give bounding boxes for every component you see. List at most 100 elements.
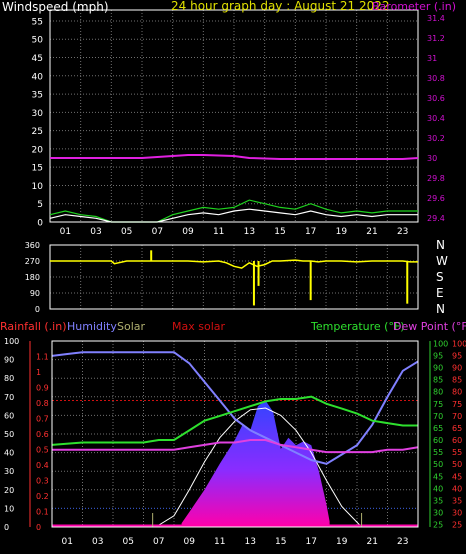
windspeed-tick-label: 10	[32, 182, 44, 192]
dew-point-tick-label: 95	[452, 351, 462, 360]
barometer-tick-label: 29.6	[427, 194, 445, 203]
hour-tick-label: 17	[305, 227, 316, 237]
dew-point-tick-label: 80	[452, 388, 462, 397]
hour-tick-label: 11	[213, 227, 224, 237]
temperature-legend-label: Temperature (°F)	[310, 320, 405, 333]
rainfall-tick-label: 0.2	[36, 492, 49, 501]
rainfall-tick-label: 0.7	[36, 415, 49, 424]
hour-tick-label: 19	[336, 227, 348, 237]
humidity-tick-label: 20	[4, 486, 14, 495]
direction-tick-label: 0	[35, 305, 40, 314]
top-panel-grid	[50, 10, 418, 222]
top-hour-tick-labels: 01 03 05 07 09 11 13 15 17 19 21 23	[60, 227, 409, 237]
top-panel-frame	[49, 9, 419, 223]
barometer-tick-label: 29.8	[427, 174, 445, 183]
barometer-tick-label: 31.2	[427, 34, 445, 43]
compass-n-top: N	[436, 238, 445, 252]
hour-tick-label: 01	[62, 537, 73, 547]
direction-tick-label: 180	[25, 273, 40, 282]
windspeed-tick-label: 5	[37, 200, 43, 210]
temperature-tick-label: 65	[433, 424, 443, 433]
temperature-line	[52, 395, 418, 446]
dew-point-tick-label: 55	[452, 448, 462, 457]
direction-panel-grid	[50, 245, 418, 309]
rainfall-tick-label: 0.8	[36, 399, 49, 408]
dew-point-tick-label: 70	[452, 412, 462, 421]
hour-tick-label: 17	[306, 537, 317, 547]
rainfall-legend-label: Rainfall (.in)	[0, 320, 67, 333]
dew-point-tick-label: 85	[452, 376, 462, 385]
dew-point-tick-label: 100	[452, 339, 466, 348]
temperature-tick-labels: 25 25 30 30 35 35 40 40 45 45 50 50 55 55 60 60 65 65 70 70…	[433, 339, 466, 529]
barometer-tick-label: 30.4	[427, 114, 445, 123]
solar-area	[181, 400, 330, 527]
windspeed-line	[49, 208, 418, 223]
hour-tick-label: 15	[274, 227, 285, 237]
hour-tick-label: 05	[123, 537, 134, 547]
compass-s: S	[436, 270, 444, 284]
compass-n-bottom: N	[436, 302, 445, 316]
rainfall-tick-label: 0.9	[36, 384, 49, 393]
temperature-tick-label: 30	[433, 509, 443, 518]
compass-e: E	[436, 286, 444, 300]
temperature-tick-label: 50	[433, 460, 443, 469]
barometer-tick-label: 30.6	[427, 94, 445, 103]
hour-tick-label: 03	[92, 537, 103, 547]
temperature-tick-label: 80	[433, 388, 443, 397]
dew-point-tick-label: 50	[452, 460, 462, 469]
dew-point-tick-label: 35	[452, 496, 462, 505]
humidity-tick-label: 100	[4, 337, 19, 346]
barometer-axis-label: Barometer (.in)	[372, 0, 456, 13]
windspeed-tick-label: 0	[37, 219, 43, 229]
humidity-tick-label: 40	[4, 449, 14, 458]
direction-series	[50, 250, 418, 306]
hour-tick-label: 03	[90, 227, 101, 237]
compass-labels: N W S E N	[436, 238, 448, 316]
hour-tick-label: 19	[336, 537, 348, 547]
hour-tick-label: 09	[182, 227, 194, 237]
rainfall-tick-label: 0.3	[36, 477, 49, 486]
hour-tick-label: 05	[121, 227, 132, 237]
chart-title: 24 hour graph day : August 21 2022	[171, 0, 390, 13]
bottom-panel-frame	[51, 340, 419, 528]
hour-tick-label: 07	[153, 537, 164, 547]
direction-tick-label: 270	[25, 257, 40, 266]
hour-tick-label: 01	[60, 227, 71, 237]
dew-point-tick-label: 45	[452, 472, 462, 481]
max-solar-curve	[155, 407, 362, 527]
direction-tick-labels: 0 90 180 270 360	[25, 241, 40, 314]
windspeed-tick-label: 55	[32, 17, 43, 27]
barometer-tick-label: 30.8	[427, 74, 445, 83]
direction-panel-frame	[49, 244, 419, 310]
humidity-tick-label: 10	[4, 504, 14, 513]
humidity-tick-label: 0	[4, 523, 9, 532]
dew-point-tick-label: 25	[452, 521, 462, 530]
dew-point-tick-label: 60	[452, 436, 462, 445]
rainfall-tick-labels: 0 0.1 0.2 0.3 0.4 0.5 0.6 0.7 0.8 0.9 1 1.1	[36, 353, 49, 533]
windspeed-tick-label: 20	[32, 145, 44, 155]
hour-tick-label: 07	[152, 227, 163, 237]
temperature-tick-label: 85	[433, 376, 443, 385]
barometer-tick-label: 30	[427, 154, 437, 163]
hour-tick-label: 09	[184, 537, 196, 547]
hour-tick-label: 15	[275, 537, 286, 547]
max-solar-legend-label: Max solar	[172, 320, 225, 333]
hour-tick-label: 21	[367, 537, 378, 547]
humidity-line	[52, 351, 418, 465]
dew-point-tick-label: 65	[452, 424, 462, 433]
humidity-tick-labels: 0 10 20 30 40 50 60 70 80 90 100	[4, 337, 19, 532]
temperature-tick-label: 90	[433, 364, 443, 373]
temperature-tick-label: 70	[433, 412, 443, 421]
bottom-panel-series	[52, 351, 418, 527]
barometer-tick-label: 30.2	[427, 134, 445, 143]
hour-tick-label: 13	[244, 227, 255, 237]
hour-tick-label: 21	[366, 227, 377, 237]
dew-point-line	[52, 439, 418, 454]
windspeed-tick-label: 50	[32, 36, 44, 46]
dew-point-tick-label: 75	[452, 400, 462, 409]
windspeed-tick-label: 35	[32, 91, 43, 101]
hour-tick-label: 11	[214, 537, 225, 547]
humidity-tick-label: 90	[4, 356, 14, 365]
compass-w: W	[436, 254, 448, 268]
